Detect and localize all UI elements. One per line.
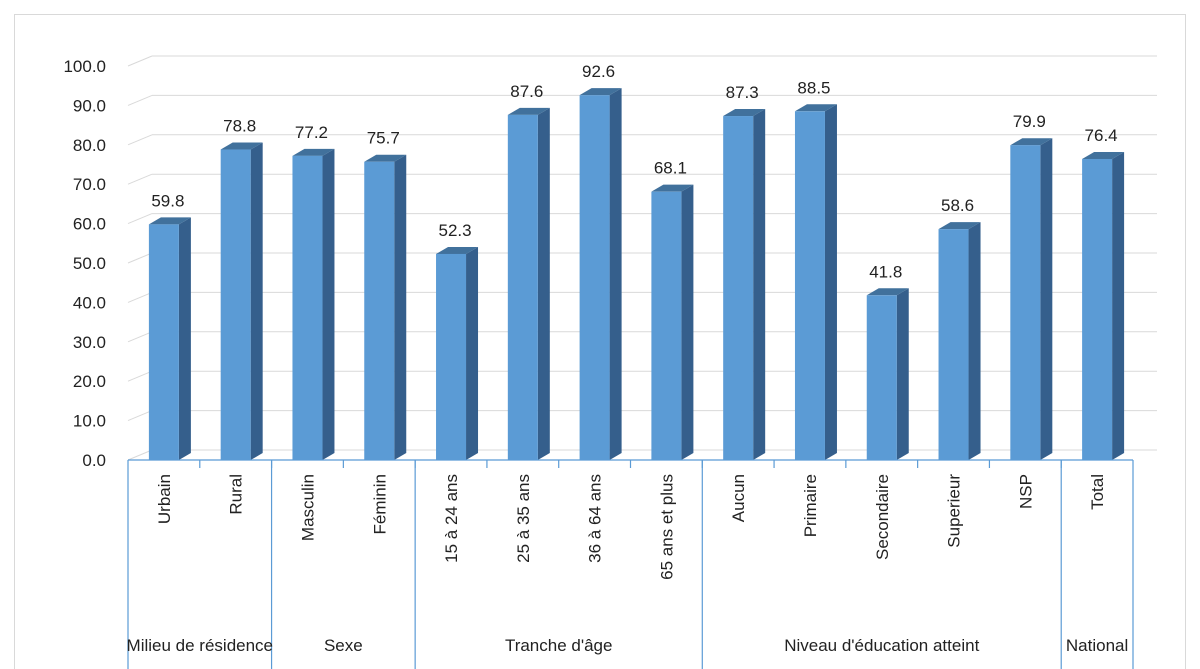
group-label: Milieu de résidence (127, 636, 273, 655)
category-label: Aucun (729, 474, 748, 522)
bar (866, 295, 897, 460)
y-tick-label: 10.0 (73, 412, 106, 431)
category-label: Primaire (801, 474, 820, 537)
category-label: Masculin (298, 474, 317, 541)
bar-top (1082, 151, 1125, 159)
gridline-depth (127, 291, 153, 303)
bar-side (824, 104, 837, 460)
category-label: 15 à 24 ans (442, 474, 461, 563)
bar (220, 149, 251, 460)
data-label: 41.8 (869, 262, 902, 281)
bar (436, 253, 467, 460)
group-label: Niveau d'éducation atteint (784, 636, 979, 655)
bar (292, 155, 323, 460)
bar-top (651, 184, 694, 192)
bar (938, 229, 969, 460)
y-tick-label: 30.0 (73, 333, 106, 352)
category-label: Secondaire (873, 474, 892, 560)
data-label: 77.2 (295, 123, 328, 142)
bar-top (579, 88, 622, 96)
category-label: Rural (227, 474, 246, 515)
data-label: 68.1 (654, 159, 687, 178)
bar-side (1112, 151, 1125, 460)
bar (364, 161, 395, 460)
category-label: Superieur (945, 474, 964, 548)
bar-top (220, 142, 263, 150)
y-tick-label: 0.0 (82, 451, 106, 470)
y-tick-label: 20.0 (73, 372, 106, 391)
bar-side (394, 154, 407, 460)
category-label: 36 à 64 ans (586, 474, 605, 563)
category-label: Féminin (370, 474, 389, 534)
bar (651, 191, 682, 460)
y-tick-label: 100.0 (63, 57, 106, 76)
bar-side (968, 222, 981, 460)
data-label: 58.6 (941, 196, 974, 215)
y-tick-label: 90.0 (73, 96, 106, 115)
group-label: Tranche d'âge (505, 636, 613, 655)
bar (148, 224, 179, 460)
category-label: NSP (1016, 474, 1035, 509)
y-tick-label: 60.0 (73, 215, 106, 234)
category-label: Total (1088, 474, 1107, 510)
group-label: National (1066, 636, 1128, 655)
y-tick-label: 70.0 (73, 175, 106, 194)
gridline-depth (127, 55, 153, 67)
bar-side (1040, 138, 1053, 460)
data-label: 78.8 (223, 117, 256, 136)
data-label: 92.6 (582, 62, 615, 81)
data-label: 75.7 (367, 129, 400, 148)
data-label: 87.6 (510, 82, 543, 101)
bar (794, 111, 825, 460)
gridline-depth (127, 213, 153, 225)
gridline-depth (127, 331, 153, 343)
group-label: Sexe (324, 636, 363, 655)
bar-top (507, 107, 550, 115)
category-label: 25 à 35 ans (514, 474, 533, 563)
bar-side (609, 88, 622, 460)
bar (1010, 145, 1041, 460)
data-label: 79.9 (1013, 112, 1046, 131)
bar (507, 114, 538, 460)
gridline-depth (127, 134, 153, 146)
category-label: Urbain (155, 474, 174, 524)
y-tick-label: 50.0 (73, 254, 106, 273)
bar-top (148, 217, 191, 225)
y-tick-label: 40.0 (73, 293, 106, 312)
gridline-depth (127, 410, 153, 422)
data-label: 59.8 (151, 191, 184, 210)
bar (579, 95, 610, 460)
data-label: 76.4 (1085, 126, 1118, 145)
gridline-depth (127, 94, 153, 106)
bar-side (322, 148, 335, 460)
bar-side (681, 184, 694, 460)
bar-side (537, 107, 550, 460)
bar (1082, 158, 1113, 460)
bar-top (938, 222, 981, 230)
bar-top (723, 109, 766, 117)
data-label: 52.3 (438, 221, 471, 240)
gridline-depth (127, 252, 153, 264)
bar-side (466, 246, 479, 460)
gridline-depth (127, 449, 153, 461)
bar-side (250, 142, 263, 460)
gridline-depth (127, 173, 153, 185)
bar (723, 116, 754, 461)
bar-top (292, 148, 335, 156)
data-label: 87.3 (726, 83, 759, 102)
bar-top (1010, 138, 1053, 146)
bar-side (896, 288, 909, 460)
bar-side (753, 109, 766, 461)
bar-side (178, 217, 191, 460)
bar-top (436, 246, 479, 254)
bar-top (364, 154, 407, 162)
bar-top (866, 288, 909, 296)
gridline-depth (127, 370, 153, 382)
bar-top (794, 104, 837, 112)
data-label: 88.5 (797, 78, 830, 97)
y-tick-label: 80.0 (73, 136, 106, 155)
category-label: 65 ans et plus (657, 474, 676, 580)
